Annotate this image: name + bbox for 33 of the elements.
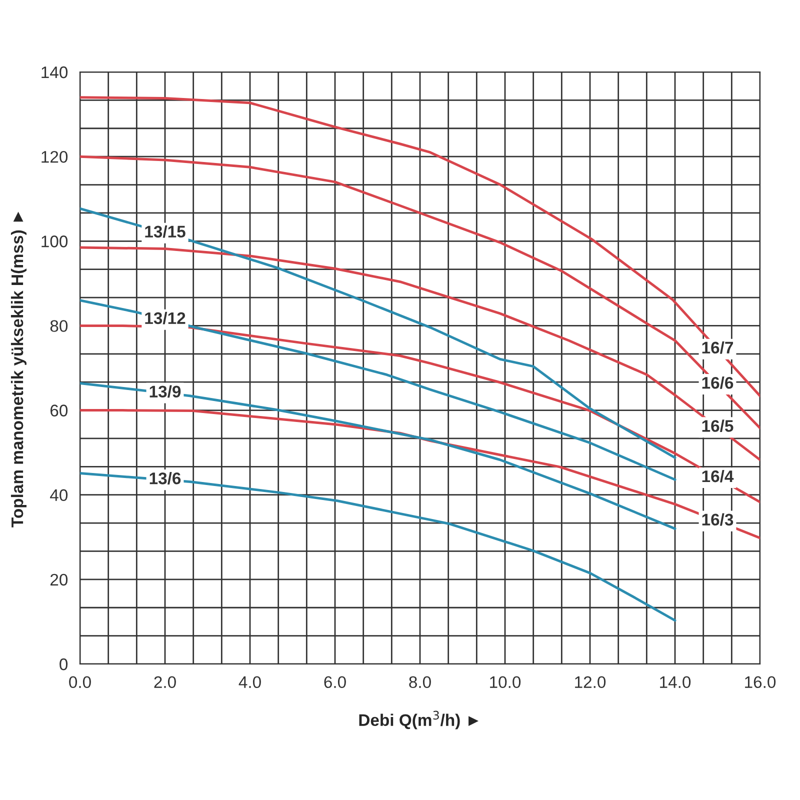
line-series [80, 96, 760, 398]
series-label: 13/12 [145, 312, 186, 324]
series-label: 16/5 [702, 420, 734, 432]
y-tick-label: 20 [50, 574, 68, 586]
y-tick-label: 0 [60, 658, 68, 670]
y-tick-label: 140 [42, 66, 68, 78]
y-axis-title: Toplam manometrik yükseklik H(mss) ► [10, 212, 26, 528]
x-tick-label: 8.0 [409, 676, 431, 688]
y-tick-label: 40 [50, 489, 68, 502]
series-label: 16/4 [702, 470, 734, 482]
y-tick-label: 60 [50, 404, 68, 416]
x-tick-label: 6.0 [324, 676, 346, 688]
line-series [80, 382, 676, 530]
series-label: 16/7 [702, 341, 733, 354]
y-tick-label: 80 [50, 320, 68, 332]
x-tick-label: 14.0 [660, 676, 691, 688]
line-series [80, 246, 760, 462]
series-label: 13/6 [150, 472, 181, 484]
x-tick-label: 10.0 [490, 676, 521, 688]
x-tick-label: 4.0 [238, 676, 261, 688]
x-tick-label: 12.0 [575, 676, 606, 688]
x-tick-label: 0.0 [69, 676, 91, 688]
y-tick-label: 120 [42, 150, 68, 163]
series-label: 13/9 [150, 385, 181, 398]
series-label: 16/6 [702, 376, 734, 389]
series-label: 16/3 [702, 513, 734, 526]
x-tick-label: 2.0 [154, 676, 176, 688]
y-tick-label: 100 [42, 236, 68, 248]
series-label: 13/15 [145, 225, 186, 238]
x-tick-label: 16.0 [745, 676, 776, 688]
line-series [80, 207, 676, 459]
line-series [80, 472, 676, 622]
x-axis-title: Debi Q(m$^{3}$/h) ► [359, 710, 479, 730]
